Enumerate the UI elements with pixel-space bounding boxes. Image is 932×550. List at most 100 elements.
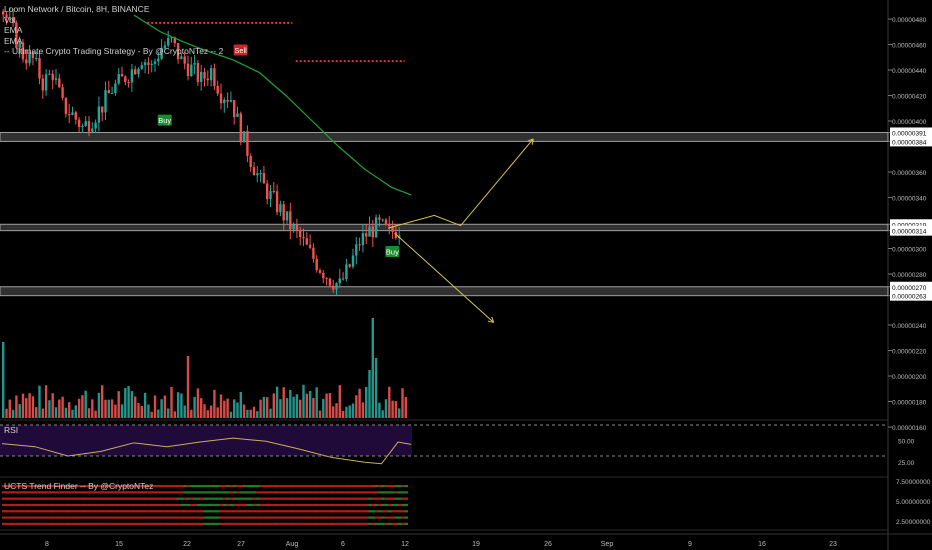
- trend-cell: [157, 497, 161, 500]
- trend-cell: [190, 510, 194, 513]
- trend-cell: [127, 491, 131, 494]
- trend-cell: [259, 503, 263, 507]
- volume-bar: [74, 405, 77, 418]
- volume-bar: [341, 411, 345, 418]
- legend-symbol[interactable]: Loom Network / Bitcoin, 8H, BINANCE: [4, 4, 150, 14]
- legend-ema-2[interactable]: EMA: [4, 35, 23, 46]
- candle-body: [147, 62, 150, 65]
- volume-bar: [143, 392, 147, 418]
- trend-cell: [325, 503, 329, 507]
- trend-cell: [315, 503, 319, 507]
- trend-cell: [21, 497, 26, 500]
- trend-cell: [391, 522, 395, 525]
- trend-cell: [365, 522, 369, 525]
- trend-cell: [361, 485, 366, 488]
- trend-cell: [150, 497, 154, 500]
- rsi-panel-title[interactable]: RSI: [4, 425, 19, 435]
- trend-cell: [77, 522, 82, 525]
- candle-body: [279, 204, 282, 213]
- chart-legend: Loom Network / Bitcoin, 8H, BINANCE Vol …: [4, 4, 223, 57]
- time-tick-label: 23: [829, 541, 837, 548]
- trend-cell: [8, 516, 12, 519]
- volume-bar: [61, 396, 64, 418]
- trend-cell: [25, 503, 29, 507]
- trend-cell: [381, 485, 385, 488]
- trend-cell: [236, 516, 240, 519]
- volume-bar: [167, 408, 170, 418]
- candle-body: [282, 204, 285, 221]
- trend-cell: [84, 516, 88, 519]
- trend-cell: [246, 497, 250, 500]
- trend-cell: [134, 497, 138, 500]
- volume-bar: [2, 342, 5, 418]
- trend-cell: [77, 485, 82, 488]
- trend-cell: [315, 485, 319, 488]
- trend-cell: [318, 485, 323, 488]
- volume-bar: [150, 411, 153, 418]
- trend-cell: [259, 522, 263, 525]
- trend-cell: [25, 497, 29, 500]
- trend-cell: [355, 491, 359, 494]
- trend-cell: [176, 485, 181, 488]
- trend-cell: [388, 491, 392, 494]
- candle-body: [140, 65, 143, 69]
- trend-cell: [233, 516, 237, 519]
- trend-cell: [8, 503, 12, 507]
- trend-cell: [87, 485, 92, 488]
- trend-cell: [147, 503, 151, 507]
- trend-cell: [233, 503, 237, 507]
- candle-body: [124, 76, 127, 82]
- trend-cell: [404, 510, 408, 513]
- trend-cell: [355, 522, 359, 525]
- legend-strategy[interactable]: -- Ultimate Crypto Trading Strategy - By…: [4, 46, 224, 56]
- trend-cell: [160, 510, 164, 513]
- trend-cell: [282, 522, 286, 525]
- trend-cell: [295, 485, 300, 488]
- trend-cell: [348, 516, 352, 519]
- trend-cell: [371, 485, 375, 488]
- trend-cell: [94, 510, 98, 513]
- legend-ema-1[interactable]: EMA: [4, 25, 23, 35]
- trend-cell: [71, 516, 75, 519]
- trend-cell: [71, 510, 75, 513]
- trend-cell: [378, 497, 382, 500]
- trend-cell: [91, 485, 95, 488]
- trend-cell: [203, 485, 207, 488]
- trend-cell: [262, 491, 267, 494]
- trend-cell: [134, 491, 138, 494]
- trend-cell: [64, 497, 69, 500]
- trend-cell: [328, 485, 333, 488]
- trend-cell: [35, 491, 39, 494]
- trend-finder-title[interactable]: UCTS Trend Finder -- By @CryptoNTez: [4, 481, 154, 491]
- candle-body: [35, 58, 38, 60]
- ema-line: [133, 14, 412, 196]
- trend-cell: [282, 516, 286, 519]
- trend-cell: [21, 522, 26, 525]
- trend-cell: [398, 485, 402, 488]
- time-tick-label: Sep: [601, 541, 614, 548]
- trend-cell: [371, 491, 375, 494]
- trend-cell: [15, 510, 19, 513]
- trend-cell: [124, 503, 128, 507]
- trend-cell: [48, 503, 52, 507]
- volume-bar: [345, 406, 348, 418]
- trend-cell: [256, 516, 260, 519]
- trend-cell: [275, 497, 280, 500]
- volume-bar: [173, 411, 176, 418]
- trend-cell: [41, 485, 45, 488]
- trend-cell: [28, 491, 32, 494]
- trend-cell: [11, 516, 16, 519]
- trend-cell: [233, 522, 237, 525]
- trend-cell: [18, 510, 22, 513]
- trend-cell: [223, 485, 227, 488]
- legend-vol[interactable]: Vol: [4, 14, 16, 25]
- trend-cell: [48, 522, 52, 525]
- trend-cell: [120, 497, 125, 500]
- volume-bar: [318, 410, 322, 418]
- candle-body: [374, 217, 378, 238]
- trend-cell: [242, 485, 247, 488]
- trend-cell: [203, 510, 207, 513]
- trend-cell: [209, 497, 214, 500]
- trend-cell: [312, 522, 316, 525]
